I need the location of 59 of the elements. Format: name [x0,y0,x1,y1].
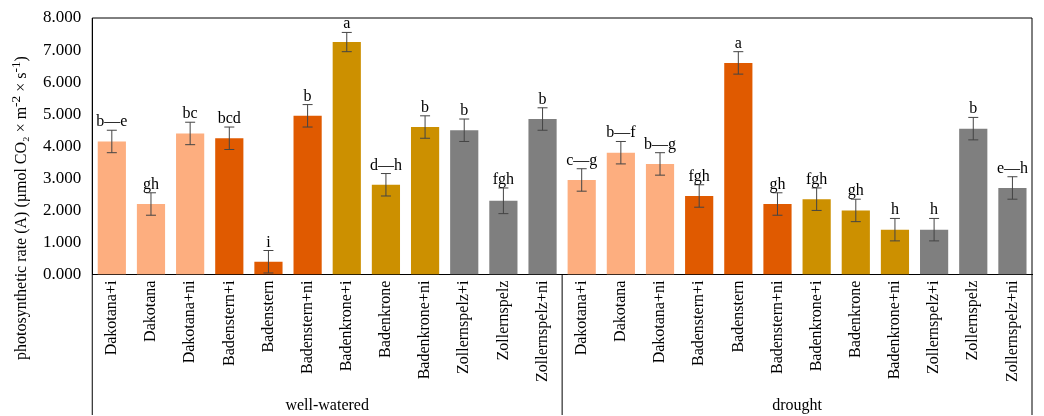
data-label: h [930,200,939,218]
data-label: fgh [492,169,515,188]
x-tick-label: Badenstern+ni [767,280,785,375]
y-tick-label: 2.000 [43,199,82,219]
data-label: bc [182,104,198,122]
x-tick-label: Zollernspelz+ni [532,280,551,382]
x-tick-label: Badenstern [728,280,746,353]
x-tick-label: Zollernspelz [493,280,512,361]
x-tick-label: Badenstern [258,280,276,353]
data-label: gh [769,174,786,193]
x-tick-label: Badenstern+ni [297,280,315,375]
data-label: e—h [996,158,1028,176]
data-label: fgh [805,169,828,188]
text: drought [772,396,823,415]
text: well-watered [285,396,369,414]
data-label: d—h [369,155,402,173]
x-tick-label: Badenkrone [846,280,863,358]
data-label: b [460,101,469,119]
data-label: a [734,33,742,51]
data-label: c—g [566,150,598,169]
x-tick-label: Badenkrone+ni [885,280,903,380]
y-tick-label: 4.000 [43,135,82,155]
x-tick-label: Badenkrone [376,280,394,358]
y-tick-label: 0.000 [43,264,82,284]
x-tick-label: Dakotana [611,280,629,342]
x-tick-label: Dakotana+ni [180,280,198,364]
x-tick-label: Badenstern+i [219,280,237,367]
data-label: fgh [688,166,710,185]
data-label: b [969,99,978,117]
data-label: b [303,86,312,104]
y-tick-label: 3.000 [43,167,82,187]
x-tick-label: Dakotana [141,280,159,342]
data-label: b [421,97,430,115]
data-label: b—e [96,112,128,130]
y-tick-label: 7.000 [43,39,82,59]
data-label: gh [142,174,159,193]
x-tick-label: Zollernspelz+ni [1002,280,1021,382]
data-label: b—g [644,134,677,153]
data-label: h [890,200,899,218]
y-tick-label: 8.000 [43,7,82,27]
y-tick-label: 5.000 [43,103,82,123]
x-tick-label: Dakotana+ni [650,280,668,364]
data-label: bcd [217,109,241,127]
x-tick-label: Dakotana+i [571,280,589,356]
y-tick-label: 6.000 [43,71,82,91]
y-tick-label: 1.000 [43,231,82,251]
x-tick-label: Zollernspelz [963,280,982,361]
data-label: a [343,14,351,32]
x-tick-label: Dakotana+i [102,280,120,356]
x-tick-label: Badenkrone+i [806,280,824,372]
x-tick-label: Badenkrone+ni [415,280,433,380]
data-label: i [266,232,272,250]
data-label: gh [847,181,864,200]
x-tick-label: Badenstern+i [689,280,707,367]
x-tick-label: Zollernspelz+i [454,280,473,374]
data-label: b—f [606,123,637,141]
data-label: b [538,89,547,107]
x-tick-label: Badenkrone+i [336,280,354,372]
x-tick-label: Zollernspelz+i [924,280,943,374]
